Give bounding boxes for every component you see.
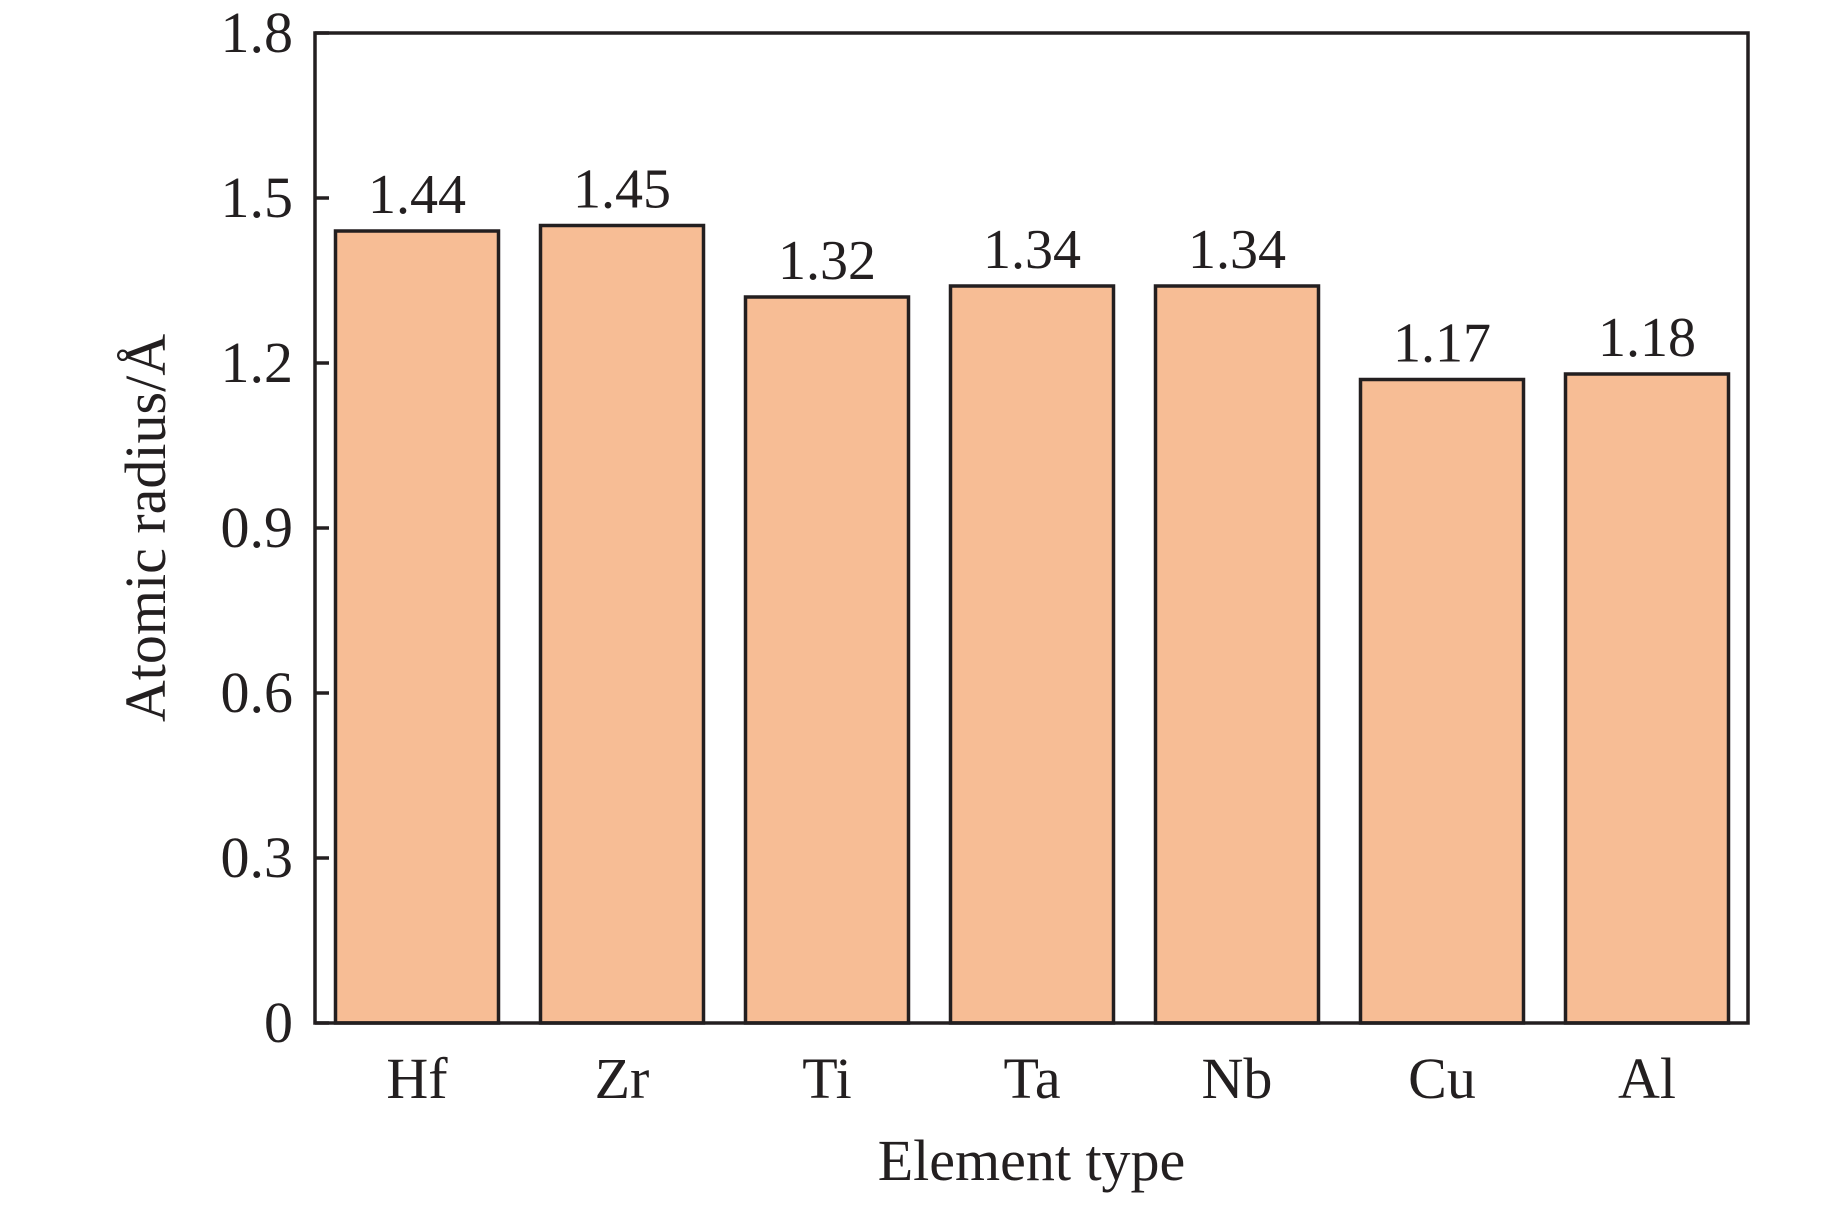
data-label-nb: 1.34 [1188,219,1286,281]
y-tick-label: 0.6 [221,660,294,725]
data-label-al: 1.18 [1598,307,1696,369]
x-tick-label-ta: Ta [1003,1046,1060,1111]
data-label-cu: 1.17 [1393,313,1491,375]
y-tick-label: 1.5 [221,165,294,230]
x-tick-label-nb: Nb [1202,1046,1273,1111]
y-tick-label: 1.2 [221,330,294,395]
bar-al [1563,372,1731,1025]
x-tick-label-al: Al [1618,1046,1676,1111]
y-tick-label: 0.3 [221,825,294,890]
y-axis-title: Atomic radius/Å [113,334,178,722]
bar-ti [743,295,911,1025]
data-label-hf: 1.44 [368,164,466,226]
bar-zr [538,223,706,1025]
bar-hf [333,229,501,1025]
data-label-ti: 1.32 [778,230,876,292]
bar-nb [1153,284,1321,1025]
y-tick-label: 0 [264,990,293,1055]
x-tick-label-hf: Hf [386,1046,448,1111]
bar-ta [948,284,1116,1025]
bars-layer: 1.44 1.45 1.32 1.34 1.34 1.17 1.18 [333,159,1731,1025]
y-tick-label: 0.9 [221,495,294,560]
data-label-ta: 1.34 [983,219,1081,281]
bar-cu [1358,377,1526,1025]
y-tick-label: 1.8 [221,0,294,65]
x-tick-label-zr: Zr [595,1046,650,1111]
x-axis-title: Element type [878,1128,1186,1193]
axes-layer: Hf Zr Ti Ta Nb Cu Al 0 0.3 0.6 0.9 1.2 1.5 1.8 [221,0,1750,1111]
data-label-zr: 1.45 [573,159,671,221]
x-tick-label-ti: Ti [802,1046,852,1111]
x-tick-label-cu: Cu [1408,1046,1476,1111]
